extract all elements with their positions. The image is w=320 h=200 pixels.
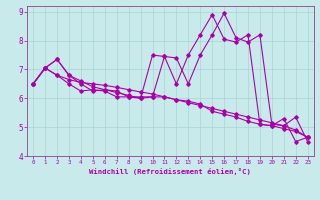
X-axis label: Windchill (Refroidissement éolien,°C): Windchill (Refroidissement éolien,°C) <box>90 168 251 175</box>
